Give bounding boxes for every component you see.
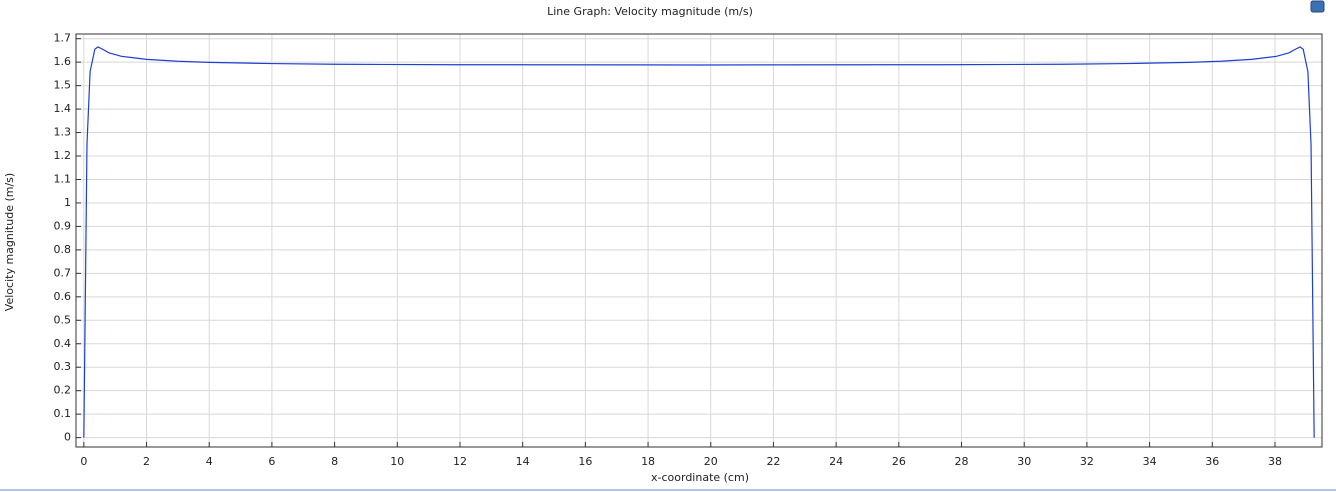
y-tick-label: 0.2 — [54, 384, 72, 397]
x-tick-label: 24 — [829, 455, 843, 468]
x-tick-label: 8 — [331, 455, 338, 468]
x-axis-label: x-coordinate (cm) — [651, 471, 749, 484]
y-tick-label: 0.5 — [54, 313, 72, 326]
x-tick-label: 20 — [704, 455, 718, 468]
x-tick-label: 18 — [641, 455, 655, 468]
x-tick-label: 6 — [268, 455, 275, 468]
x-tick-label: 4 — [206, 455, 213, 468]
x-tick-label: 22 — [766, 455, 780, 468]
x-tick-label: 12 — [453, 455, 467, 468]
x-tick-label: 26 — [892, 455, 906, 468]
y-tick-label: 0.1 — [54, 407, 72, 420]
x-tick-label: 0 — [80, 455, 87, 468]
plot-frame — [75, 33, 1323, 448]
y-tick-label: 1.4 — [54, 102, 72, 115]
y-tick-label: 1.3 — [54, 126, 72, 139]
y-tick-label: 1.6 — [54, 55, 72, 68]
x-tick-label: 30 — [1017, 455, 1031, 468]
toolbar-icon[interactable] — [1310, 0, 1325, 13]
y-tick-label: 1.2 — [54, 149, 72, 162]
x-tick-label: 16 — [578, 455, 592, 468]
x-tick-label: 14 — [516, 455, 530, 468]
data-line — [83, 46, 1315, 438]
y-tick-label: 0.3 — [54, 360, 72, 373]
y-tick-label: 0.4 — [54, 337, 72, 350]
chart-title: Line Graph: Velocity magnitude (m/s) — [547, 5, 753, 18]
x-tick-label: 2 — [143, 455, 150, 468]
x-tick-label: 32 — [1080, 455, 1094, 468]
y-tick-label: 1.1 — [54, 172, 72, 185]
y-tick-label: 0.6 — [54, 290, 72, 303]
y-tick-label: 0.9 — [54, 219, 72, 232]
x-tick-label: 10 — [390, 455, 404, 468]
x-tick-label: 34 — [1143, 455, 1157, 468]
y-tick-label: 0.7 — [54, 266, 72, 279]
y-tick-label: 1 — [64, 196, 71, 209]
y-axis-label: Velocity magnitude (m/s) — [3, 173, 16, 311]
x-tick-label: 28 — [955, 455, 969, 468]
y-tick-label: 0.8 — [54, 243, 72, 256]
y-tick-label: 1.5 — [54, 79, 72, 92]
x-tick-label: 36 — [1205, 455, 1219, 468]
x-tick-label: 38 — [1268, 455, 1282, 468]
y-tick-label: 1.7 — [54, 32, 72, 45]
y-tick-label: 0 — [64, 431, 71, 444]
